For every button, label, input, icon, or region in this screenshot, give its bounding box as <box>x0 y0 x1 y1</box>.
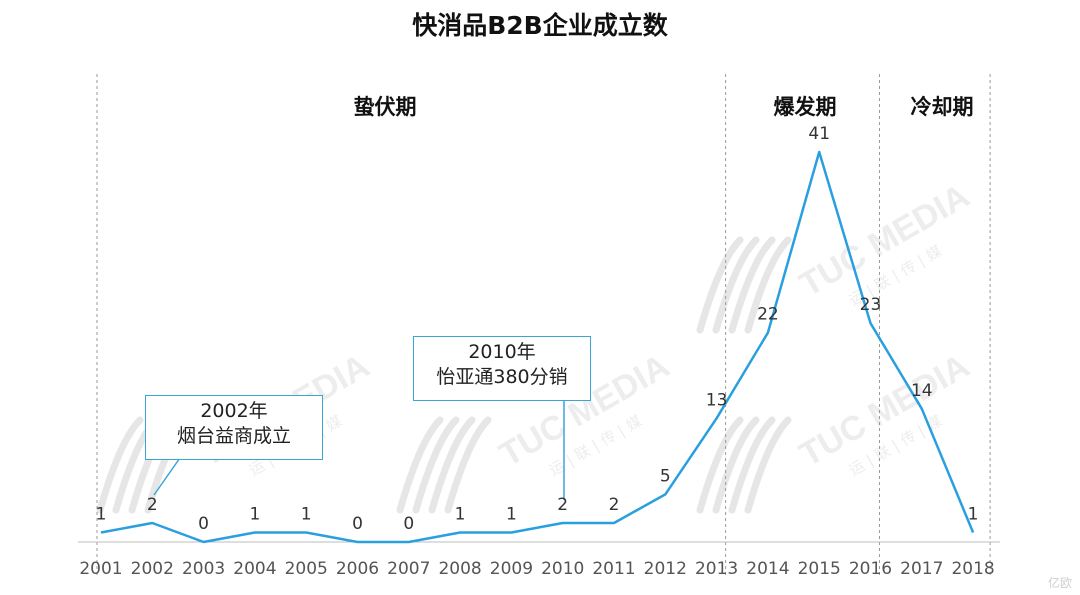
x-tick-label: 2018 <box>951 559 994 579</box>
watermark-swoosh <box>744 416 792 514</box>
watermark-swoosh <box>96 416 144 514</box>
data-label: 41 <box>808 124 830 144</box>
watermark-swoosh <box>428 416 476 514</box>
x-tick-label: 2007 <box>387 559 430 579</box>
watermark-swoosh <box>728 236 776 334</box>
data-label: 2 <box>147 495 158 515</box>
data-label: 1 <box>96 504 107 524</box>
annotation-callout-2010: 2010年 怡亚通380分销 <box>413 336 591 401</box>
x-tick-label: 2006 <box>336 559 379 579</box>
watermark-swoosh <box>744 236 792 334</box>
x-tick-label: 2004 <box>233 559 276 579</box>
data-label: 13 <box>706 390 728 410</box>
data-label: 2 <box>609 495 620 515</box>
annotation-line: 怡亚通380分销 <box>436 366 568 388</box>
watermark-swoosh <box>412 416 460 514</box>
annotation-line: 烟台益商成立 <box>176 425 291 447</box>
corner-watermark: 亿欧 <box>1047 576 1072 590</box>
data-label: 14 <box>911 381 933 401</box>
data-label: 1 <box>455 504 466 524</box>
series-line <box>100 150 975 544</box>
annotation-line: 2002年 <box>200 400 268 422</box>
phase-dividers <box>96 74 991 575</box>
data-label: 1 <box>968 504 979 524</box>
phase-labels: 蛰伏期 爆发期 冷却期 <box>354 95 974 119</box>
x-tick-label: 2011 <box>592 559 635 579</box>
watermark-swoosh <box>696 236 744 334</box>
x-tick-label: 2003 <box>182 559 225 579</box>
watermark-swoosh <box>712 236 760 334</box>
data-label: 2 <box>557 495 568 515</box>
x-tick-label: 2001 <box>79 559 122 579</box>
data-label: 22 <box>757 305 779 325</box>
x-tick-label: 2008 <box>438 559 481 579</box>
x-tick-label: 2005 <box>285 559 328 579</box>
chart-title: 快消品B2B企业成立数 <box>412 11 668 40</box>
x-tick-label: 2017 <box>900 559 943 579</box>
watermark-swoosh <box>696 416 744 514</box>
data-label: 1 <box>301 504 312 524</box>
data-label: 23 <box>860 295 882 315</box>
x-tick-label: 2012 <box>644 559 687 579</box>
watermark-swoosh <box>396 416 444 514</box>
data-label: 0 <box>352 514 363 534</box>
x-tick-label: 2014 <box>746 559 789 579</box>
x-tick-label: 2010 <box>541 559 584 579</box>
watermark-swoosh <box>728 416 776 514</box>
data-label: 5 <box>660 466 671 486</box>
data-label: 1 <box>506 504 517 524</box>
x-tick-label: 2009 <box>490 559 533 579</box>
x-tick-label: 2015 <box>798 559 841 579</box>
watermark-swoosh <box>444 416 492 514</box>
data-label: 0 <box>198 514 209 534</box>
x-tick-label: 2016 <box>849 559 892 579</box>
annotation-line: 2010年 <box>468 341 536 363</box>
data-label: 0 <box>403 514 414 534</box>
watermark-swoosh <box>712 416 760 514</box>
phase-label-3: 冷却期 <box>911 95 974 119</box>
x-tick-label: 2002 <box>131 559 174 579</box>
data-label: 1 <box>249 504 260 524</box>
x-tick-labels: 2001 2002 2003 2004 2005 2006 2007 2008 2009 2010… <box>79 559 994 579</box>
phase-label-2: 爆发期 <box>774 95 837 119</box>
x-tick-label: 2013 <box>695 559 738 579</box>
phase-label-1: 蛰伏期 <box>354 95 417 119</box>
annotation-callout-2002: 2002年 烟台益商成立 <box>145 395 323 460</box>
